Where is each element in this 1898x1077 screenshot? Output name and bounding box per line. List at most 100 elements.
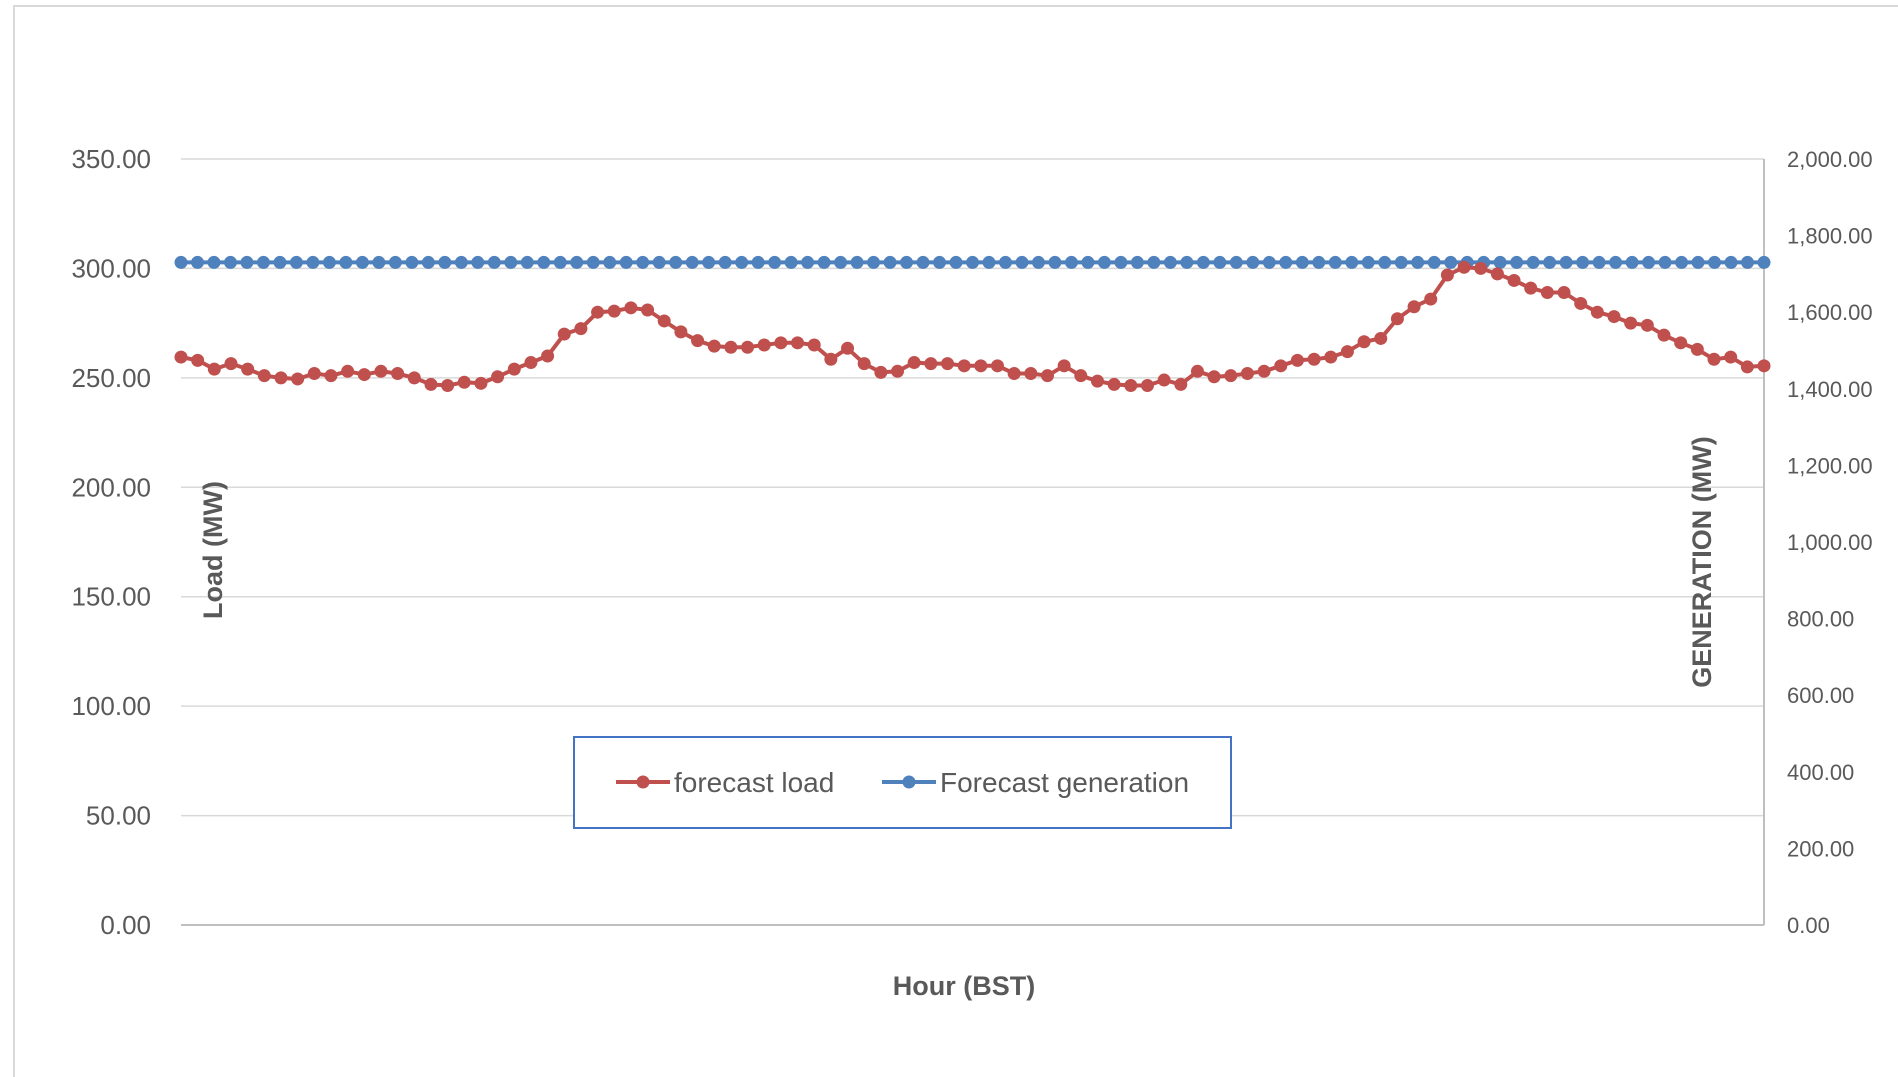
data-point-generation bbox=[1757, 255, 1771, 269]
data-point-generation bbox=[685, 255, 699, 269]
data-point-load bbox=[424, 377, 438, 391]
data-point-load bbox=[207, 362, 221, 376]
data-point-load bbox=[457, 375, 471, 389]
data-point-load bbox=[1607, 310, 1621, 324]
data-point-generation bbox=[1213, 255, 1227, 269]
data-point-load bbox=[224, 357, 238, 371]
legend-label-generation: Forecast generation bbox=[940, 767, 1189, 798]
y2-tick-label: 600.00 bbox=[1787, 683, 1854, 708]
data-point-load bbox=[857, 357, 871, 371]
data-point-load bbox=[374, 364, 388, 378]
y2-tick-label: 800.00 bbox=[1787, 607, 1854, 632]
data-point-load bbox=[407, 371, 421, 385]
data-point-generation bbox=[570, 255, 584, 269]
data-point-load bbox=[1440, 268, 1454, 282]
data-point-generation bbox=[669, 255, 683, 269]
data-point-generation bbox=[998, 255, 1012, 269]
data-point-generation bbox=[372, 255, 386, 269]
data-point-generation bbox=[1246, 255, 1260, 269]
data-point-load bbox=[1574, 296, 1588, 310]
data-point-generation bbox=[504, 255, 518, 269]
legend-label-load: forecast load bbox=[674, 767, 834, 798]
data-point-load bbox=[257, 369, 271, 383]
data-point-generation bbox=[1675, 255, 1689, 269]
data-point-generation bbox=[1328, 255, 1342, 269]
data-point-load bbox=[1324, 350, 1338, 364]
data-point-load bbox=[1740, 360, 1754, 374]
data-point-load bbox=[1490, 267, 1504, 281]
data-point-generation bbox=[1114, 255, 1128, 269]
y2-tick-label: 1,600.00 bbox=[1787, 300, 1873, 325]
data-point-load bbox=[1674, 336, 1688, 350]
data-point-load bbox=[174, 350, 188, 364]
x-axis-title: Hour (BST) bbox=[893, 971, 1035, 1001]
data-point-generation bbox=[289, 255, 303, 269]
data-point-generation bbox=[190, 255, 204, 269]
data-point-generation bbox=[256, 255, 270, 269]
data-point-generation bbox=[487, 255, 501, 269]
y2-tick-label: 200.00 bbox=[1787, 836, 1854, 861]
data-point-generation bbox=[1130, 255, 1144, 269]
data-point-load bbox=[474, 376, 488, 390]
data-point-load bbox=[824, 352, 838, 366]
y2-axis-title: GENERATION (MW) bbox=[1687, 436, 1717, 687]
data-point-load bbox=[941, 357, 955, 371]
data-point-generation bbox=[207, 255, 221, 269]
data-point-generation bbox=[1394, 255, 1408, 269]
y-tick-label: 300.00 bbox=[71, 253, 151, 283]
data-point-load bbox=[957, 359, 971, 373]
y2-tick-label: 1,200.00 bbox=[1787, 453, 1873, 478]
y2-tick-label: 400.00 bbox=[1787, 760, 1854, 785]
data-point-generation bbox=[1526, 255, 1540, 269]
data-point-generation bbox=[718, 255, 732, 269]
data-point-generation bbox=[652, 255, 666, 269]
data-point-load bbox=[1474, 261, 1488, 275]
data-point-load bbox=[1724, 350, 1738, 364]
data-point-generation bbox=[1642, 255, 1656, 269]
data-point-generation bbox=[1609, 255, 1623, 269]
data-point-generation bbox=[1493, 255, 1507, 269]
data-point-load bbox=[307, 366, 321, 380]
y2-tick-label: 1,800.00 bbox=[1787, 224, 1873, 249]
right-axis-ticks: 0.00 200.00 400.00 600.00 800.00 1,000.00 1,20… bbox=[1787, 147, 1873, 938]
data-point-load bbox=[1507, 273, 1521, 287]
data-point-load bbox=[1390, 312, 1404, 326]
data-point-load bbox=[1174, 377, 1188, 391]
y2-tick-label: 2,000.00 bbox=[1787, 147, 1873, 172]
data-point-generation bbox=[421, 255, 435, 269]
data-point-load bbox=[1407, 300, 1421, 314]
data-point-generation bbox=[1411, 255, 1425, 269]
data-point-generation bbox=[619, 255, 633, 269]
y2-tick-label: 1,000.00 bbox=[1787, 530, 1873, 555]
data-point-load bbox=[1424, 292, 1438, 306]
data-point-load bbox=[891, 364, 905, 378]
data-point-load bbox=[791, 336, 805, 350]
data-point-load bbox=[1074, 369, 1088, 383]
data-point-generation bbox=[636, 255, 650, 269]
data-point-generation bbox=[586, 255, 600, 269]
data-point-generation bbox=[1279, 255, 1293, 269]
data-point-load bbox=[924, 357, 938, 371]
data-point-load bbox=[741, 340, 755, 354]
data-point-generation bbox=[1295, 255, 1309, 269]
data-point-load bbox=[1107, 377, 1121, 391]
data-point-generation bbox=[339, 255, 353, 269]
data-point-generation bbox=[867, 255, 881, 269]
data-point-load bbox=[874, 365, 888, 379]
data-point-generation bbox=[1048, 255, 1062, 269]
data-point-load bbox=[1357, 335, 1371, 349]
data-point-load bbox=[1290, 353, 1304, 367]
data-point-generation bbox=[1592, 255, 1606, 269]
data-point-load bbox=[1540, 286, 1554, 300]
data-point-generation bbox=[174, 255, 188, 269]
data-point-generation bbox=[933, 255, 947, 269]
data-point-generation bbox=[520, 255, 534, 269]
data-point-generation bbox=[322, 255, 336, 269]
data-point-load bbox=[291, 372, 305, 386]
data-point-generation bbox=[1229, 255, 1243, 269]
data-point-load bbox=[1657, 328, 1671, 342]
data-point-load bbox=[574, 322, 588, 336]
data-point-load bbox=[1240, 366, 1254, 380]
left-axis-ticks: 0.00 50.00 100.00 150.00 200.00 250.00 300.00 3… bbox=[71, 144, 151, 940]
